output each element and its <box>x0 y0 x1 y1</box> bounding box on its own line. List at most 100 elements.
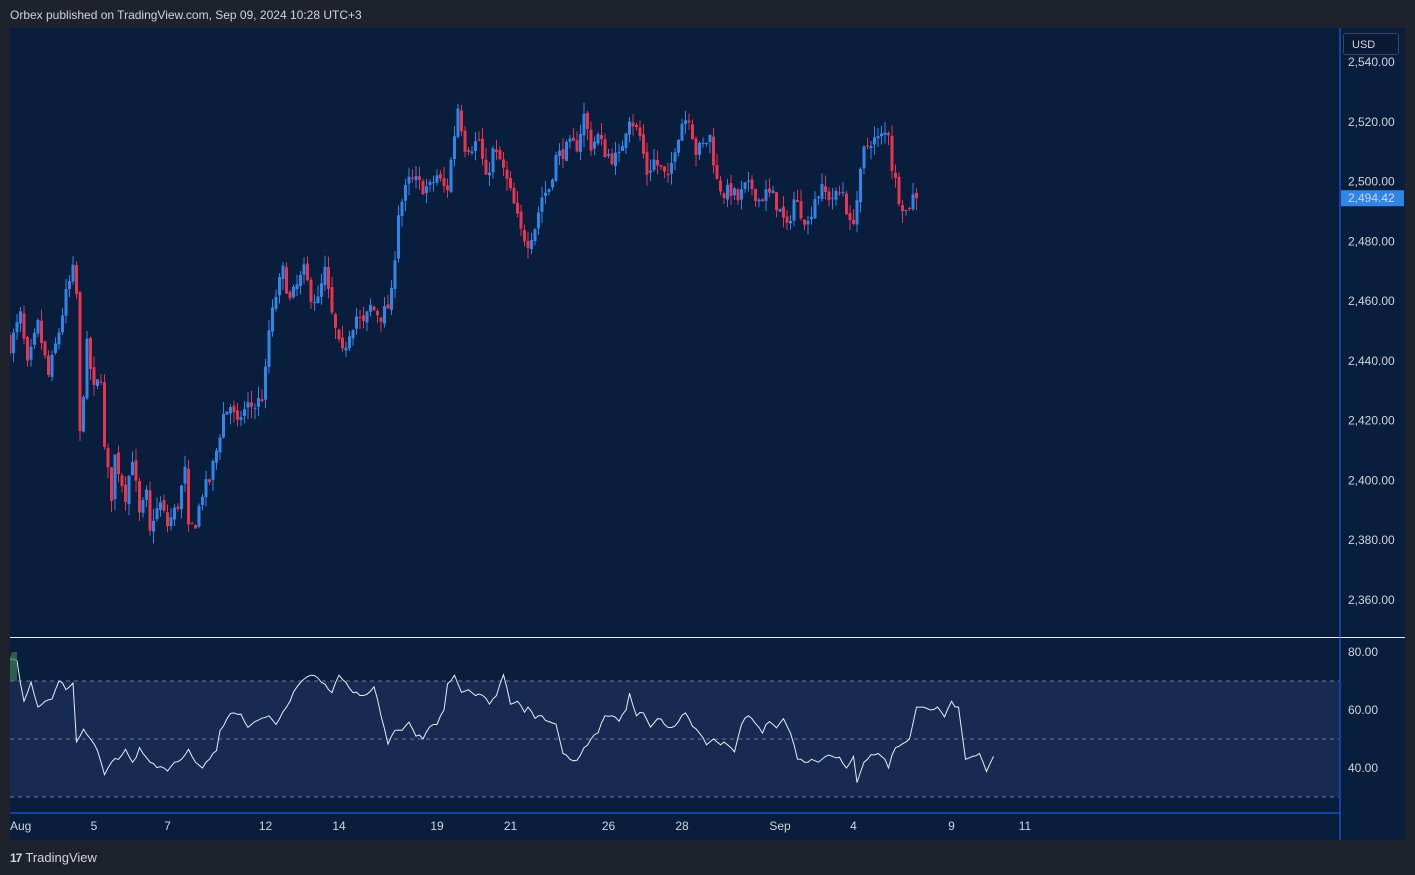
price-chart[interactable]: 2,540.00 2,520.00 2,500.00 2,480.00 2,460.00… <box>10 28 1405 840</box>
candle-body <box>99 381 103 383</box>
candle-body <box>687 120 691 123</box>
candle-body <box>883 132 887 135</box>
tradingview-brand[interactable]: 17 TradingView <box>10 850 97 865</box>
candle-body <box>712 136 715 166</box>
candle-body <box>120 475 124 486</box>
candle-body <box>467 150 470 152</box>
candle-body <box>407 176 411 184</box>
candle-body <box>75 265 78 294</box>
candle-body <box>866 145 869 147</box>
candle-body <box>519 211 523 229</box>
candle-body <box>148 490 152 531</box>
candle-body <box>204 479 208 498</box>
candle-body <box>10 335 12 354</box>
candle-body <box>547 188 551 193</box>
candle-body <box>754 188 757 201</box>
candle-body <box>505 169 509 179</box>
candle-body <box>187 468 190 525</box>
time-tick-label: 7 <box>164 819 171 833</box>
time-tick-label: 4 <box>850 819 857 833</box>
candle-body <box>211 460 215 480</box>
candle-body <box>834 190 838 200</box>
candle-body <box>701 142 705 144</box>
candle-body <box>568 138 572 143</box>
candle-body <box>817 196 820 199</box>
candle-body <box>442 178 446 186</box>
candle-body <box>659 164 663 167</box>
candle-body <box>299 274 302 286</box>
candle-body <box>498 149 502 160</box>
candle-body <box>397 215 400 259</box>
candle-body <box>404 184 407 201</box>
candle-body <box>582 113 586 136</box>
candle-body <box>869 145 873 149</box>
candle-body <box>152 520 155 532</box>
candle-body <box>775 192 778 211</box>
candle-body <box>243 409 246 416</box>
candle-body <box>309 279 313 302</box>
candle-body <box>642 134 645 154</box>
candle-body <box>351 330 355 339</box>
candle-body <box>316 296 320 304</box>
candle-body <box>540 197 544 212</box>
candle-body <box>523 229 526 242</box>
candle-body <box>257 398 260 407</box>
candle-body <box>236 410 239 420</box>
candle-body <box>411 177 414 179</box>
candle-body <box>453 136 456 159</box>
chart-frame[interactable]: 2,540.00 2,520.00 2,500.00 2,480.00 2,460.00… <box>10 28 1405 840</box>
candle-body <box>614 152 617 167</box>
candle-body <box>334 314 337 328</box>
time-tick-label: 9 <box>948 819 955 833</box>
candle-body <box>250 402 253 407</box>
candle-body <box>145 489 148 500</box>
candle-body <box>512 188 516 204</box>
rsi-tick-label: 40.00 <box>1348 761 1378 775</box>
candle-body <box>57 332 61 345</box>
candle-body <box>225 411 229 415</box>
candle-body <box>155 508 159 520</box>
time-tick-label: Aug <box>10 819 31 833</box>
candle-body <box>561 149 565 159</box>
candle-body <box>173 507 176 520</box>
candle-body <box>162 500 166 511</box>
candle-body <box>197 505 201 527</box>
candle-body <box>15 322 19 333</box>
candle-body <box>761 199 764 202</box>
candle-body <box>428 182 432 185</box>
candle-body <box>656 159 659 166</box>
candle-body <box>215 450 218 463</box>
currency-selector[interactable]: USD <box>1343 33 1399 55</box>
candle-body <box>470 151 474 154</box>
candle-body <box>379 317 383 322</box>
candle-body <box>750 179 754 190</box>
candle-body <box>229 407 232 414</box>
candle-body <box>222 413 225 438</box>
candle-body <box>572 137 575 141</box>
candle-body <box>124 484 127 503</box>
candle-body <box>96 379 99 387</box>
candle-body <box>722 193 726 198</box>
candle-body <box>208 479 211 482</box>
candle-body <box>138 481 141 513</box>
candle-body <box>810 216 813 220</box>
candle-body <box>880 133 883 137</box>
candle-body <box>740 189 743 200</box>
candle-body <box>680 123 684 141</box>
candle-body <box>323 266 327 286</box>
candle-body <box>180 485 183 510</box>
candle-body <box>862 146 866 169</box>
candle-body <box>855 200 859 225</box>
price-tick-label: 2,380.00 <box>1348 533 1395 547</box>
candle-body <box>649 170 652 173</box>
candle-body <box>190 522 194 524</box>
candle-body <box>666 173 670 176</box>
candle-body <box>803 219 806 225</box>
candle-body <box>50 354 54 377</box>
candle-body <box>824 186 827 192</box>
candle-body <box>715 164 719 179</box>
candle-body <box>747 180 750 182</box>
candle-body <box>516 202 519 214</box>
price-tick-label: 2,360.00 <box>1348 593 1395 607</box>
candle-body <box>705 142 708 145</box>
